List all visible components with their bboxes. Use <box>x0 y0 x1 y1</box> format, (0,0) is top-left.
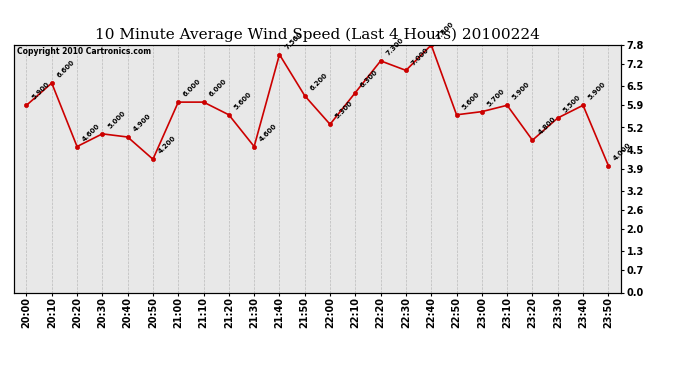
Text: 5.900: 5.900 <box>511 81 531 101</box>
Text: 5.900: 5.900 <box>587 81 607 101</box>
Text: 7.800: 7.800 <box>435 21 455 41</box>
Text: 6.200: 6.200 <box>309 72 328 92</box>
Text: 5.000: 5.000 <box>106 110 126 130</box>
Text: 6.600: 6.600 <box>56 59 76 79</box>
Text: 5.900: 5.900 <box>30 81 50 101</box>
Text: 4.800: 4.800 <box>537 116 557 136</box>
Text: 5.600: 5.600 <box>461 91 480 111</box>
Text: 7.000: 7.000 <box>410 46 430 66</box>
Text: 5.300: 5.300 <box>334 100 354 120</box>
Text: 5.500: 5.500 <box>562 94 582 114</box>
Text: 4.600: 4.600 <box>81 122 101 142</box>
Text: 6.000: 6.000 <box>182 78 202 98</box>
Text: 5.700: 5.700 <box>486 88 506 108</box>
Text: 4.900: 4.900 <box>132 113 152 133</box>
Text: Copyright 2010 Cartronics.com: Copyright 2010 Cartronics.com <box>17 48 151 57</box>
Text: 4.600: 4.600 <box>258 122 278 142</box>
Title: 10 Minute Average Wind Speed (Last 4 Hours) 20100224: 10 Minute Average Wind Speed (Last 4 Hou… <box>95 28 540 42</box>
Text: 6.300: 6.300 <box>359 69 380 88</box>
Text: 5.600: 5.600 <box>233 91 253 111</box>
Text: 7.500: 7.500 <box>284 30 304 50</box>
Text: 6.000: 6.000 <box>208 78 228 98</box>
Text: 4.000: 4.000 <box>613 141 633 161</box>
Text: 7.300: 7.300 <box>385 37 405 57</box>
Text: 4.200: 4.200 <box>157 135 177 155</box>
